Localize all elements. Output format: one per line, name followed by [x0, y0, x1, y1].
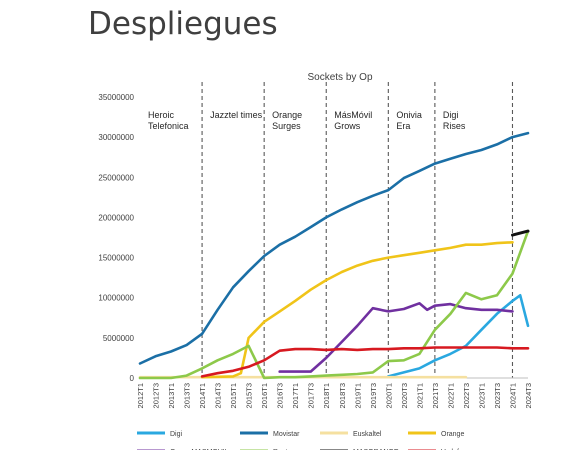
- x-tick-label: 2013T1: [167, 383, 176, 408]
- era-label: Jazztel times: [210, 110, 263, 120]
- x-tick-label: 2015T3: [245, 383, 254, 408]
- series-line-orange: [200, 241, 514, 379]
- legend-label-euskaltel: Euskaltel: [353, 431, 382, 438]
- era-label: Onivia: [396, 110, 422, 120]
- x-axis: 2012T1 2012T3 2013T1 2013T3 2014T1 2014T3 2015…: [136, 377, 533, 408]
- era-label: Orange: [272, 110, 302, 120]
- x-tick-label: 2022T1: [446, 383, 455, 408]
- era-label: Telefonica: [148, 121, 189, 131]
- series-lines: [138, 131, 530, 380]
- x-tick-label: 2014T1: [198, 383, 207, 408]
- y-tick-label: 25000000: [98, 173, 134, 182]
- chart-title: Sockets by Op: [307, 72, 372, 83]
- series-line-movistar: [138, 131, 530, 365]
- x-tick-label: 2020T1: [384, 383, 393, 408]
- slide-title: Despliegues: [88, 6, 278, 42]
- era-label: Surges: [272, 121, 301, 131]
- x-tick-label: 2017T1: [291, 383, 300, 408]
- y-tick-label: 5000000: [103, 334, 135, 343]
- x-tick-label: 2016T1: [260, 383, 269, 408]
- x-tick-label: 2020T3: [400, 383, 409, 408]
- x-tick-label: 2017T3: [307, 383, 316, 408]
- x-tick-label: 2015T1: [229, 383, 238, 408]
- era-label: Heroic: [148, 110, 175, 120]
- y-tick-label: 10000000: [98, 294, 134, 303]
- y-axis: 0 5000000 10000000 15000000 20000000 25000000…: [98, 93, 134, 383]
- legend-label-orange: Orange: [441, 431, 464, 438]
- x-tick-label: 2018T1: [322, 383, 331, 408]
- era-label: Grows: [334, 121, 361, 131]
- era-label: Era: [396, 121, 410, 131]
- x-tick-label: 2012T1: [136, 383, 145, 408]
- x-tick-label: 2023T3: [493, 383, 502, 408]
- x-tick-label: 2018T3: [338, 383, 347, 408]
- x-tick-label: 2023T1: [477, 383, 486, 408]
- y-tick-label: 35000000: [98, 93, 134, 102]
- era-label: Rises: [443, 121, 466, 131]
- x-tick-label: 2019T1: [353, 383, 362, 408]
- x-tick-label: 2021T1: [415, 383, 424, 408]
- x-tick-label: 2024T1: [508, 383, 517, 408]
- era-dividers: [201, 82, 514, 378]
- era-label: Digi: [443, 110, 459, 120]
- series-line-digi: [386, 293, 530, 378]
- x-tick-label: 2024T3: [524, 383, 533, 408]
- x-tick-label: 2013T3: [183, 383, 192, 408]
- x-tick-label: 2014T3: [214, 383, 223, 408]
- legend: DigiMovistarEuskaltelOrangeGrupo MASMOVI…: [137, 431, 471, 450]
- legend-label-digi: Digi: [170, 431, 183, 438]
- y-tick-label: 0: [130, 374, 135, 383]
- y-tick-label: 15000000: [98, 254, 134, 263]
- legend-label-movistar: Movistar: [273, 431, 300, 438]
- series-line-vodafone: [200, 346, 530, 378]
- series-line-masorange: [511, 229, 530, 237]
- x-tick-label: 2021T3: [431, 383, 440, 408]
- series-line-grupo-masmovil: [278, 301, 514, 373]
- x-tick-label: 2019T3: [369, 383, 378, 408]
- x-tick-label: 2012T3: [152, 383, 161, 408]
- era-label: MásMóvil: [334, 110, 372, 120]
- series-line-resto: [138, 229, 530, 380]
- x-tick-label: 2022T3: [462, 383, 471, 408]
- y-tick-label: 20000000: [98, 213, 134, 222]
- x-tick-label: 2016T3: [276, 383, 285, 408]
- y-tick-label: 30000000: [98, 133, 134, 142]
